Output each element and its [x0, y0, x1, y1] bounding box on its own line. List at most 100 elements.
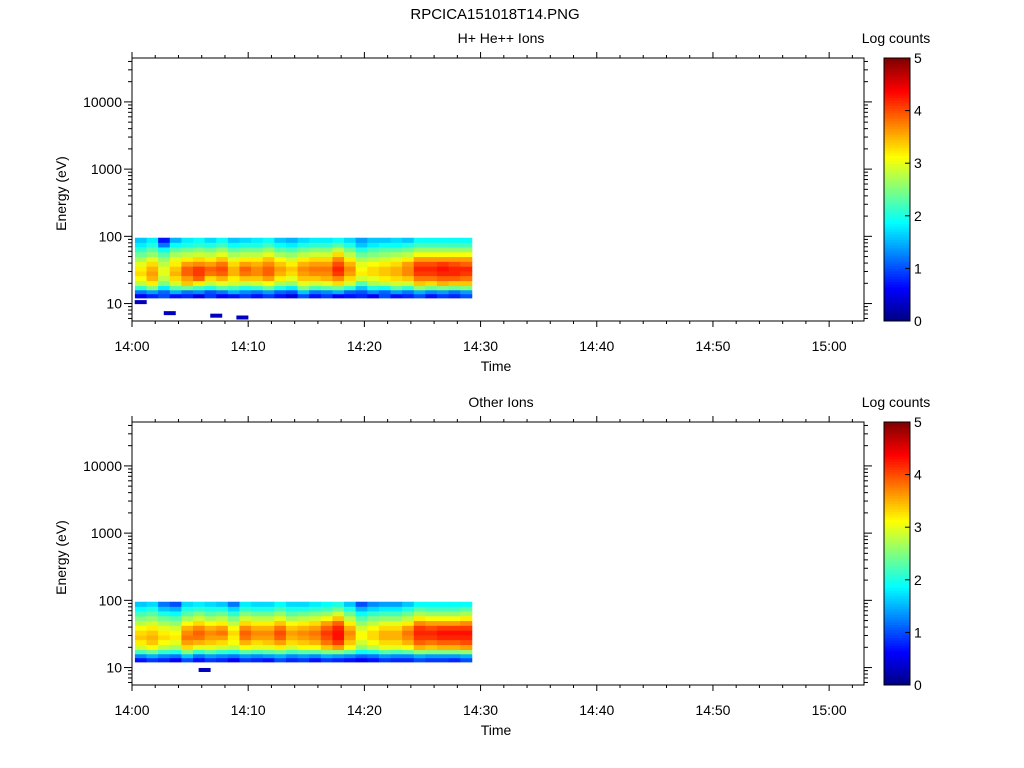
- colorbar-segment: [884, 242, 910, 246]
- heatmap-cell: [262, 657, 275, 663]
- heatmap-cell: [262, 635, 275, 641]
- colorbar-segment: [884, 136, 910, 141]
- heatmap-cell: [274, 606, 287, 612]
- heatmap-cell: [332, 639, 345, 646]
- heatmap-cell: [460, 601, 473, 607]
- heatmap-cell: [297, 293, 310, 299]
- heatmap-cell: [402, 247, 415, 253]
- heatmap-cell: [367, 293, 380, 299]
- heatmap-cell: [251, 237, 264, 243]
- heatmap-cell: [448, 261, 461, 267]
- heatmap-cell: [320, 289, 333, 295]
- heatmap-cell: [134, 620, 147, 626]
- colorbar-tick-label: 1: [914, 260, 922, 276]
- heatmap-cell: [274, 242, 287, 248]
- heatmap-cell: [204, 261, 217, 267]
- heatmap-cell: [320, 635, 333, 641]
- heatmap-cell: [193, 242, 206, 248]
- heatmap-cell: [332, 653, 345, 659]
- colorbar-segment: [884, 234, 910, 238]
- heatmap-cell: [239, 639, 252, 646]
- x-tick-label: 14:20: [347, 338, 382, 354]
- heatmap-cell: [239, 289, 252, 295]
- heatmap-cell: [181, 237, 194, 243]
- heatmap-cell: [262, 293, 275, 299]
- heatmap-cell: [134, 657, 147, 663]
- heatmap-cell: [448, 275, 461, 282]
- heatmap-cell: [285, 275, 298, 282]
- colorbar-segment: [884, 297, 910, 301]
- heatmap-cell: [285, 639, 298, 646]
- colorbar-segment: [884, 231, 910, 235]
- heatmap-cell: [146, 611, 159, 617]
- heatmap-cell: [297, 653, 310, 659]
- heatmap-cell: [216, 653, 229, 659]
- x-tick-label: 14:10: [231, 338, 266, 354]
- heatmap-cell: [227, 606, 240, 612]
- page-title: RPCICA151018T14.PNG: [410, 6, 580, 23]
- colorbar-tick-label: 4: [914, 103, 922, 119]
- colorbar-segment: [884, 268, 910, 272]
- heatmap-cell: [193, 615, 206, 622]
- heatmap-cell: [227, 649, 240, 655]
- heatmap-cell: [274, 275, 287, 282]
- heatmap-cell: [204, 237, 217, 243]
- heatmap-cell: [274, 261, 287, 267]
- heatmap-cell: [274, 630, 287, 636]
- heatmap-cell: [390, 237, 403, 243]
- colorbar-segment: [884, 592, 910, 597]
- heatmap-cell: [390, 615, 403, 622]
- colorbar-segment: [884, 440, 910, 444]
- heatmap-cell: [285, 280, 298, 287]
- heatmap-cell: [193, 275, 206, 282]
- heatmap-cell: [158, 247, 171, 253]
- heatmap-cell: [460, 261, 473, 267]
- heatmap-cell: [134, 639, 147, 646]
- heatmap-cell: [134, 285, 147, 291]
- heatmap-cell: [134, 615, 147, 622]
- heatmap-cell: [297, 644, 310, 651]
- colorbar-segment: [884, 278, 910, 283]
- heatmap-cell: [274, 649, 287, 655]
- colorbar-segment: [884, 527, 910, 531]
- heatmap-cell: [402, 266, 415, 272]
- heatmap-cell: [320, 275, 333, 282]
- heatmap-cell: [448, 615, 461, 622]
- heatmap-cell: [239, 630, 252, 636]
- heatmap-cell: [181, 285, 194, 291]
- heatmap-cell: [158, 615, 171, 622]
- heatmap-cell: [460, 280, 473, 287]
- heatmap-cell: [320, 256, 333, 262]
- heatmap-cell: [297, 639, 310, 646]
- heatmap-cell: [274, 625, 287, 631]
- colorbar-segment: [884, 105, 910, 109]
- heatmap-cell: [134, 611, 147, 617]
- colorbar-segment: [884, 65, 910, 70]
- heatmap-cell: [355, 275, 368, 282]
- heatmap-cell: [262, 289, 275, 295]
- heatmap-cell: [390, 247, 403, 253]
- colorbar-segment: [884, 574, 910, 578]
- colorbar-segment: [884, 506, 910, 510]
- heatmap-cell: [402, 275, 415, 282]
- heatmap-cell: [181, 271, 194, 277]
- heatmap-cell: [425, 280, 438, 287]
- heatmap-cell: [204, 271, 217, 277]
- heatmap-cell: [227, 247, 240, 253]
- heatmap-cell: [297, 635, 310, 641]
- colorbar-segment: [884, 579, 910, 583]
- heatmap-cell: [146, 280, 159, 287]
- colorbar-segment: [884, 616, 910, 620]
- heatmap-cell: [134, 644, 147, 651]
- colorbar-segment: [884, 307, 910, 311]
- heatmap-cell: [309, 247, 322, 253]
- heatmap-cell: [227, 285, 240, 291]
- heatmap-cell: [320, 657, 333, 663]
- heatmap-cell: [297, 271, 310, 277]
- colorbar-segment: [884, 450, 910, 455]
- heatmap-cell: [158, 289, 171, 295]
- heatmap-cell: [216, 247, 229, 253]
- heatmap-cells: [134, 601, 473, 672]
- heatmap-cell: [262, 611, 275, 617]
- heatmap-cell: [262, 649, 275, 655]
